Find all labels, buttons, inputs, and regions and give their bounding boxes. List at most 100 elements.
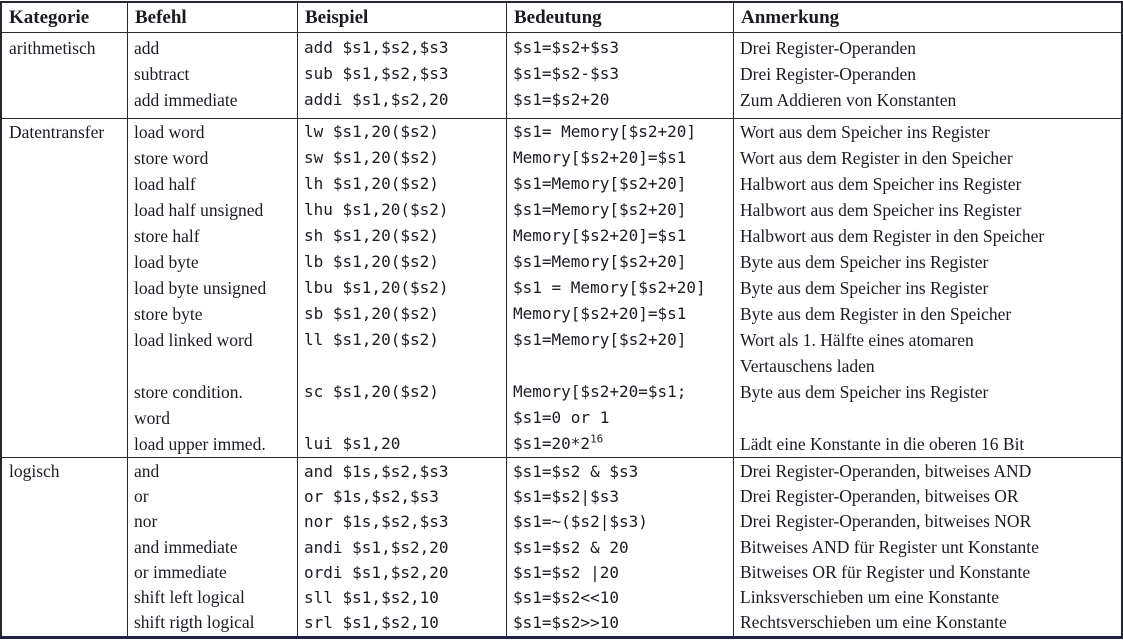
anmerkung-line: Wort als 1. Hälfte eines atomaren [740,327,1118,353]
bedeutung-line: $s1=$s2 & $s3 [513,459,730,484]
befehl-text: or immediate [134,561,227,582]
anmerkung-text: Lädt eine Konstante in die oberen 16 Bit [740,434,1025,454]
bedeutung-line: Memory[$s2+20]=$s1 [513,223,730,249]
anmerkung-text: Drei Register-Operanden [740,38,917,58]
anmerkung-text: Halbwort aus dem Speicher ins Register [740,200,1022,220]
bedeutung-line: $s1=Memory[$s2+20] [513,327,730,353]
befehl-line: add [134,35,294,61]
kategorie-cell: Datentransfer [2,119,128,457]
bedeutung-text: Memory[$s2+20]=$s1 [513,304,687,323]
befehl-line: or immediate [134,560,294,585]
beispiel-line: andi $s1,$s2,20 [304,535,503,560]
bedeutung-line: Memory[$s2+20=$s1; [513,379,730,405]
bedeutung-text: $s1=$s2<<10 [513,588,619,608]
anmerkung-line: Byte aus dem Register in den Speicher [740,301,1118,327]
befehl-line: store half [134,223,294,249]
beispiel-line: srl $s1,$s2,10 [304,610,503,635]
bedeutung-text: $s1=~($s2|$s3) [513,512,648,532]
befehl-text: load byte unsigned [134,278,267,298]
bedeutung-line: $s1=Memory[$s2+20] [513,197,730,223]
anmerkung-line: Halbwort aus dem Speicher ins Register [740,197,1118,223]
beispiel-text: lui $s1,20 [304,434,401,453]
befehl-text: store half [134,226,200,246]
bedeutung-text: $s1=20*2 [513,434,591,453]
beispiel-text: or $1s,$s2,$s3 [304,487,439,507]
beispiel-line: sub $s1,$s2,$s3 [304,61,503,87]
bedeutung-text: Memory[$s2+20]=$s1 [513,226,687,245]
bedeutung-text: $s1=$s2-$s3 [513,64,619,83]
bedeutung-line: $s1=~($s2|$s3) [513,509,730,534]
anmerkung-line: Byte aus dem Speicher ins Register [740,275,1118,301]
anmerkung-text: Drei Register-Operanden, bitweises AND [740,461,1032,481]
beispiel-line [304,353,503,379]
table-section-datentransfer: Datentransfer load word store word load hal… [2,119,1121,458]
beispiel-cell: and $1s,$s2,$s3 or $1s,$s2,$s3 nor $1s,$s2… [298,458,507,637]
befehl-line: load byte unsigned [134,275,294,301]
bedeutung-text: $s1=$s2>>10 [513,613,619,633]
beispiel-line: ordi $s1,$s2,20 [304,560,503,585]
bedeutung-text: Memory[$s2+20]=$s1 [513,148,687,167]
befehl-line: load byte [134,249,294,275]
anmerkung-text: Halbwort aus dem Register in den Speiche… [740,226,1045,246]
befehl-line: store word [134,145,294,171]
befehl-line: nor [134,509,294,534]
beispiel-text: andi $s1,$s2,20 [304,537,449,557]
table-section-logisch: logisch and or nor and immediate or immediate… [2,458,1121,637]
beispiel-text: sll $s1,$s2,10 [304,588,439,608]
befehl-text: subtract [134,64,190,84]
beispiel-line: lw $s1,20($s2) [304,119,503,145]
anmerkung-line: Lädt eine Konstante in die oberen 16 Bit [740,431,1118,457]
bedeutung-line: $s1=$s2 |20 [513,560,730,585]
beispiel-text: sc $s1,20($s2) [304,382,439,401]
anmerkung-line: Wort aus dem Speicher ins Register [740,119,1118,145]
anmerkung-line [740,405,1118,431]
befehl-line: store condition. [134,379,294,405]
anmerkung-text: Halbwort aus dem Speicher ins Register [740,174,1022,194]
anmerkung-cell: Wort aus dem Speicher ins Register Wort a… [734,119,1121,457]
beispiel-text: sh $s1,20($s2) [304,226,439,245]
befehl-text: store byte [134,304,203,324]
beispiel-line: or $1s,$s2,$s3 [304,484,503,509]
beispiel-cell: add $s1,$s2,$s3 sub $s1,$s2,$s3 addi $s1,$… [298,33,507,118]
table-body: arithmetisch add subtract add immediate add … [2,33,1121,637]
befehl-text: load upper immed. [134,434,266,454]
bedeutung-superscript: 16 [590,432,604,446]
anmerkung-text: Wort aus dem Register in den Speicher [740,148,1013,168]
column-header-befehl: Befehl [128,3,298,32]
bedeutung-text: $s1=Memory[$s2+20] [513,330,687,349]
beispiel-line: lui $s1,20 [304,431,503,457]
bedeutung-line: $s1= Memory[$s2+20] [513,119,730,145]
befehl-text: load linked word [134,330,253,350]
anmerkung-line: Drei Register-Operanden [740,35,1118,61]
anmerkung-line: Drei Register-Operanden [740,61,1118,87]
befehl-text: store word [134,148,209,168]
table-section-arithmetisch: arithmetisch add subtract add immediate add … [2,33,1121,119]
bedeutung-line: $s1=Memory[$s2+20] [513,249,730,275]
befehl-line: subtract [134,61,294,87]
befehl-cell: and or nor and immediate or immediate shift l… [128,458,298,637]
bedeutung-text: $s1=$s2 |20 [513,562,619,582]
beispiel-line: sc $s1,20($s2) [304,379,503,405]
anmerkung-cell: Drei Register-Operanden, bitweises AND Dr… [734,458,1121,636]
bedeutung-line: $s1=$s2+20 [513,87,730,113]
befehl-line: load half unsigned [134,197,294,223]
anmerkung-line: Bitweises OR für Register und Konstante [740,560,1118,585]
anmerkung-text: Byte aus dem Speicher ins Register [740,252,989,272]
beispiel-line: lbu $s1,20($s2) [304,275,503,301]
befehl-line: add immediate [134,87,294,113]
befehl-text: shift left logical [134,587,245,608]
befehl-text: or [134,486,149,507]
bedeutung-line: $s1=$s2>>10 [513,610,730,635]
anmerkung-text: Bitweises OR für Register und Konstante [740,561,1031,582]
beispiel-text: sw $s1,20($s2) [304,148,439,167]
beispiel-text: and $1s,$s2,$s3 [304,462,449,481]
befehl-line: load linked word [134,327,294,353]
bedeutung-line: $s1 = Memory[$s2+20] [513,275,730,301]
befehl-line: and [134,459,294,484]
bedeutung-text: $s1=Memory[$s2+20] [513,174,687,193]
beispiel-line: ll $s1,20($s2) [304,327,503,353]
beispiel-line: lh $s1,20($s2) [304,171,503,197]
befehl-line: word [134,405,294,431]
bedeutung-line: $s1=$s2+$s3 [513,35,730,61]
